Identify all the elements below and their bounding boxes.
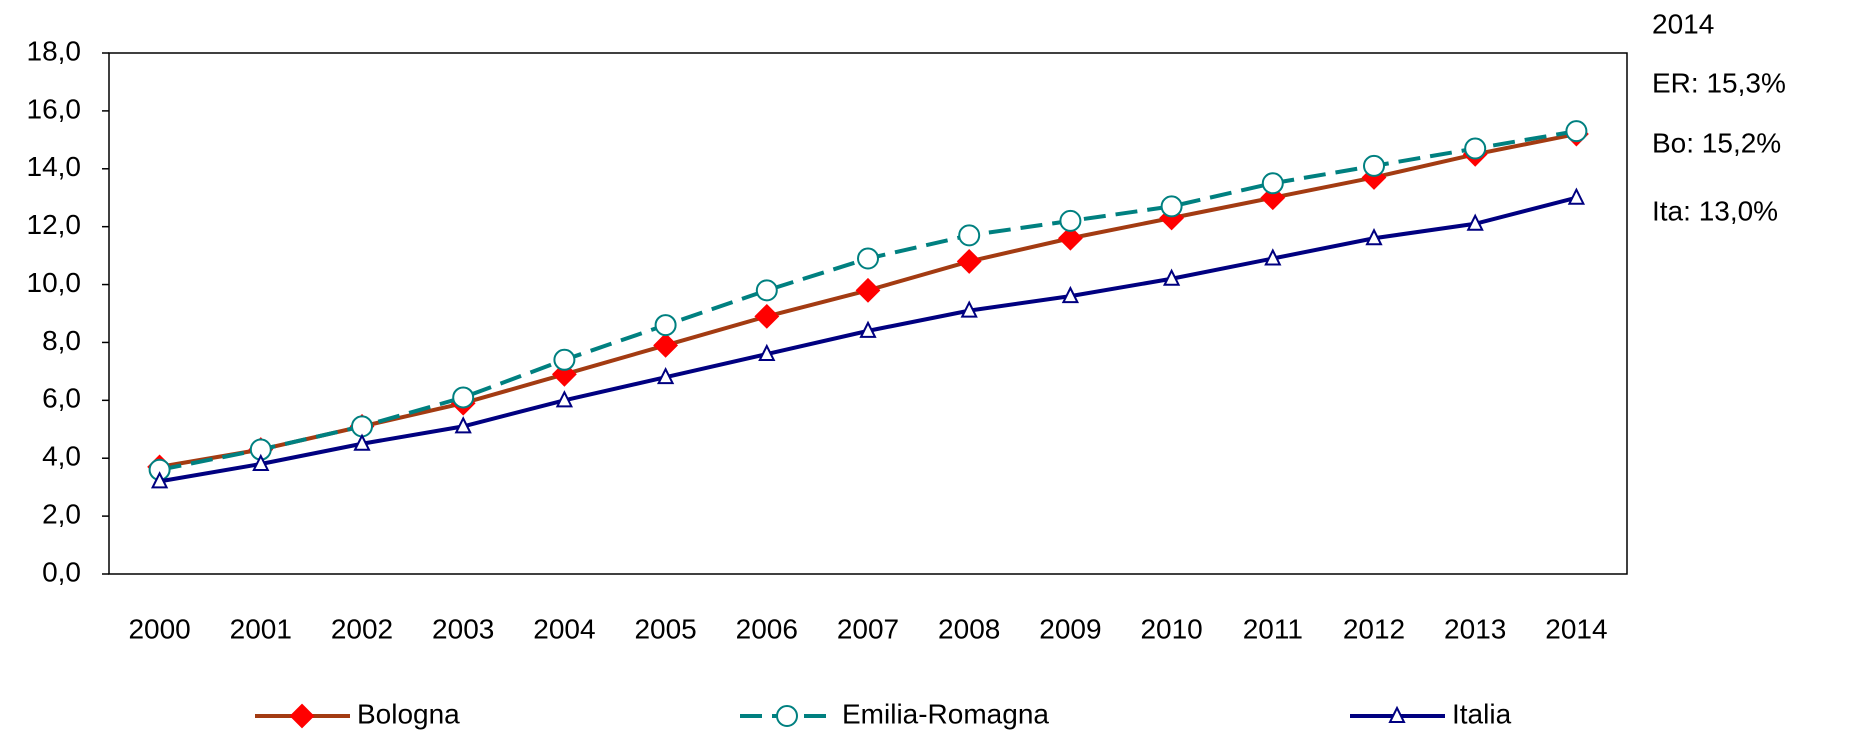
marker: [653, 332, 679, 358]
marker: [351, 415, 373, 438]
marker: [855, 277, 881, 303]
y-tick-label: 6,0: [42, 383, 81, 414]
y-tick-label: 4,0: [42, 441, 81, 472]
legend-label: Bologna: [357, 698, 460, 729]
y-tick-label: 16,0: [27, 93, 82, 124]
marker: [1061, 285, 1080, 304]
marker: [1363, 154, 1385, 177]
marker: [1057, 225, 1083, 251]
y-tick-label: 8,0: [42, 325, 81, 356]
x-tick-label: 2005: [634, 613, 696, 644]
marker: [353, 433, 371, 451]
y-tick-label: 12,0: [27, 209, 82, 240]
marker: [1059, 209, 1082, 232]
marker: [1162, 268, 1181, 286]
marker: [1567, 187, 1586, 205]
x-tick-label: 2013: [1444, 613, 1506, 644]
marker: [1365, 228, 1383, 246]
annotation: Bo: 15,2%: [1652, 127, 1781, 158]
marker: [1261, 172, 1284, 195]
marker: [452, 386, 475, 409]
marker: [755, 279, 778, 302]
marker: [454, 416, 472, 434]
plot-frame: [108, 52, 1628, 575]
marker: [1464, 137, 1487, 160]
marker: [1388, 705, 1406, 723]
x-tick-label: 2012: [1343, 613, 1405, 644]
marker: [252, 453, 270, 472]
annotation: Ita: 13,0%: [1652, 195, 1778, 226]
x-tick-label: 2014: [1545, 613, 1607, 644]
marker: [859, 320, 877, 338]
marker: [555, 390, 574, 408]
x-tick-label: 2008: [938, 613, 1000, 644]
annotation: ER: 15,3%: [1652, 67, 1786, 98]
marker: [553, 348, 576, 371]
x-tick-label: 2001: [230, 613, 292, 644]
marker: [958, 224, 981, 247]
marker: [1264, 248, 1282, 266]
y-tick-label: 2,0: [42, 499, 81, 530]
y-tick-label: 10,0: [27, 267, 82, 298]
marker: [960, 300, 978, 318]
legend-label: Emilia-Romagna: [842, 698, 1049, 729]
marker: [289, 703, 315, 729]
marker: [654, 314, 677, 337]
x-tick-label: 2000: [128, 613, 190, 644]
x-tick-label: 2003: [432, 613, 494, 644]
marker: [758, 343, 776, 362]
x-tick-label: 2002: [331, 613, 393, 644]
marker: [1565, 120, 1588, 143]
x-tick-label: 2009: [1039, 613, 1101, 644]
x-tick-label: 2004: [533, 613, 595, 644]
legend-label: Italia: [1452, 698, 1512, 729]
y-tick-label: 14,0: [27, 151, 82, 182]
marker: [857, 247, 879, 270]
marker: [754, 303, 780, 329]
x-tick-label: 2006: [736, 613, 798, 644]
annotation: 2014: [1652, 8, 1714, 39]
x-tick-label: 2007: [837, 613, 899, 644]
series-line: [159, 195, 1577, 484]
y-tick-label: 18,0: [27, 35, 82, 66]
x-tick-label: 2010: [1140, 613, 1202, 644]
y-tick-label: 0,0: [42, 556, 81, 587]
marker: [1160, 195, 1183, 218]
x-tick-label: 2011: [1243, 613, 1303, 644]
marker: [150, 471, 169, 489]
marker: [776, 705, 798, 727]
marker: [956, 248, 982, 274]
marker: [656, 366, 675, 385]
marker: [1466, 213, 1484, 231]
